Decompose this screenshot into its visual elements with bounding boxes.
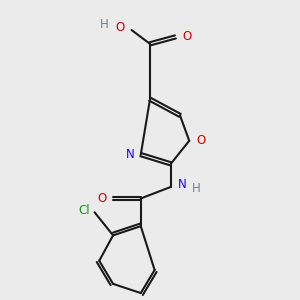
- Text: N: N: [126, 148, 135, 161]
- Text: H: H: [100, 18, 109, 31]
- Text: O: O: [196, 134, 206, 147]
- Text: N: N: [178, 178, 186, 191]
- Text: Cl: Cl: [78, 203, 90, 217]
- Text: H: H: [191, 182, 200, 195]
- Text: O: O: [116, 21, 124, 34]
- Text: O: O: [182, 30, 192, 44]
- Text: O: O: [97, 192, 106, 205]
